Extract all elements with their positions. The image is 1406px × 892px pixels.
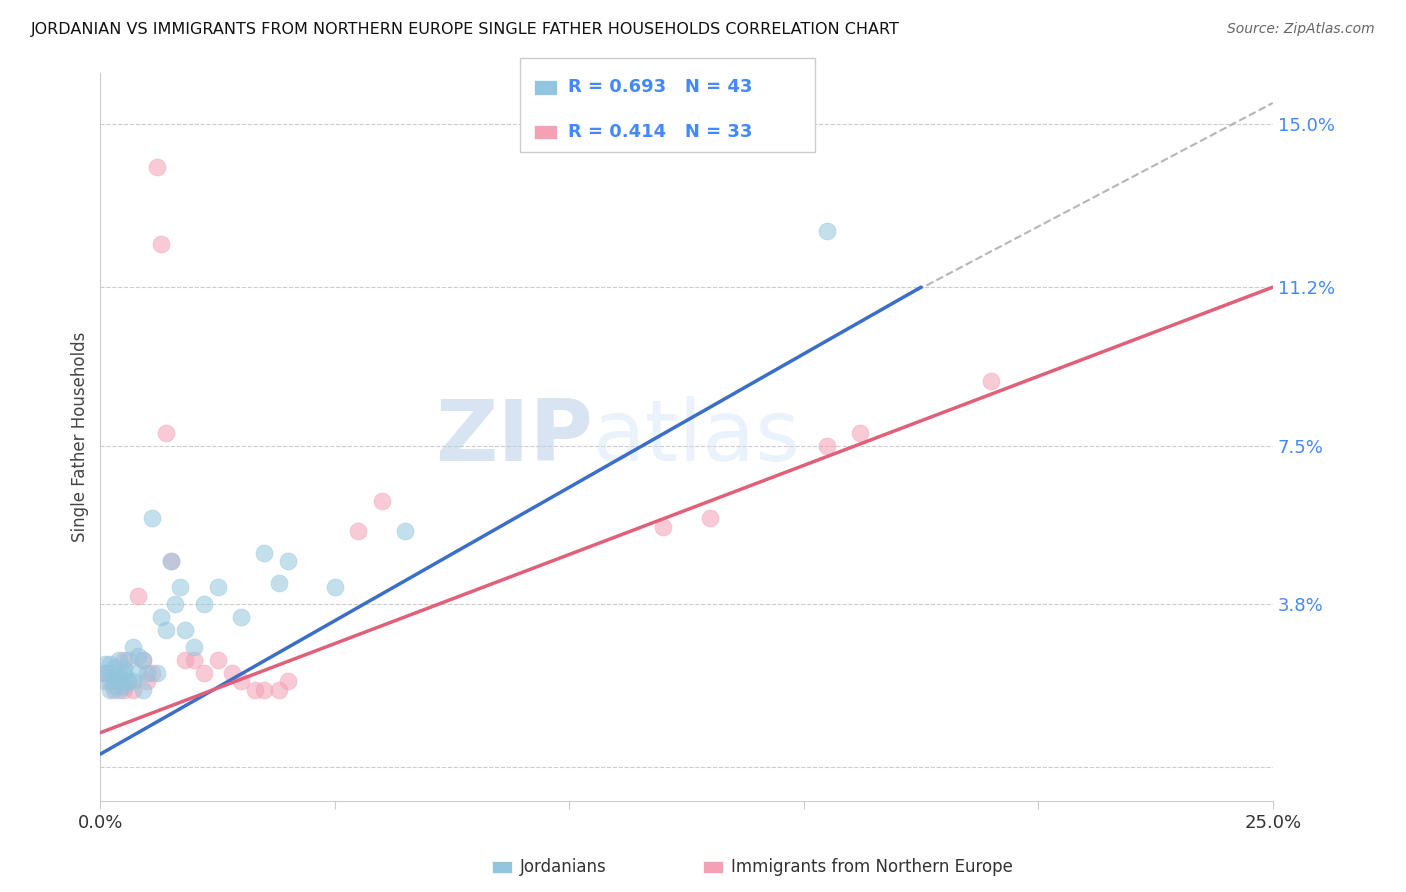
Point [253,682,276,697]
Point [267,575,290,590]
Point [165,597,187,611]
Point [141,511,163,525]
Point [131,682,153,697]
Point [112,670,135,684]
Point [159,554,181,568]
Point [207,580,229,594]
Point [131,653,153,667]
Point [221,665,243,680]
Point [183,653,205,667]
Text: R = 0.693   N = 43: R = 0.693 N = 43 [568,78,752,96]
Point [122,682,145,697]
Point [229,674,252,689]
Point [229,610,252,624]
Point [371,494,394,508]
Point [267,682,290,697]
Text: ZIP: ZIP [434,395,593,479]
Point [193,597,215,611]
Point [173,653,195,667]
Point [136,674,159,689]
Point [103,679,125,693]
Point [169,580,191,594]
Point [141,665,163,680]
Point [94,674,117,689]
Point [849,425,872,440]
Point [103,670,125,684]
Point [94,657,117,672]
Point [112,665,135,680]
Point [108,670,131,684]
Point [103,682,125,697]
Text: JORDANIAN VS IMMIGRANTS FROM NORTHERN EUROPE SINGLE FATHER HOUSEHOLDS CORRELATIO: JORDANIAN VS IMMIGRANTS FROM NORTHERN EU… [31,22,900,37]
Point [173,623,195,637]
Point [155,623,177,637]
Point [112,661,135,675]
Text: R = 0.414   N = 33: R = 0.414 N = 33 [568,123,752,141]
Point [112,653,135,667]
Point [243,682,266,697]
Point [108,682,131,697]
Point [117,674,139,689]
Point [98,682,121,697]
Point [98,665,121,680]
Point [112,682,135,697]
Point [98,657,121,672]
Point [207,653,229,667]
Point [145,160,167,174]
Point [155,425,177,440]
Point [150,610,173,624]
Point [131,653,153,667]
Point [253,546,276,560]
Point [122,674,145,689]
Point [347,524,370,539]
Point [183,640,205,654]
Point [145,665,167,680]
Point [323,580,346,594]
Text: Jordanians: Jordanians [520,858,607,876]
Point [699,511,721,525]
Point [193,665,215,680]
Point [127,589,149,603]
Point [117,674,139,689]
Point [117,653,139,667]
Point [127,648,149,663]
Point [150,237,173,252]
Text: atlas: atlas [593,395,801,479]
Point [136,665,159,680]
Point [98,674,121,689]
Point [815,439,838,453]
Point [277,554,299,568]
Point [94,665,117,680]
Point [108,674,131,689]
Point [394,524,416,539]
Point [94,665,117,680]
Point [127,665,149,680]
Text: Immigrants from Northern Europe: Immigrants from Northern Europe [731,858,1012,876]
Y-axis label: Single Father Households: Single Father Households [72,332,89,542]
Point [159,554,181,568]
Point [108,653,131,667]
Point [122,640,145,654]
Text: Source: ZipAtlas.com: Source: ZipAtlas.com [1227,22,1375,37]
Point [980,375,1002,389]
Point [277,674,299,689]
Point [103,661,125,675]
Point [815,225,838,239]
Point [652,520,675,534]
Point [112,679,135,693]
